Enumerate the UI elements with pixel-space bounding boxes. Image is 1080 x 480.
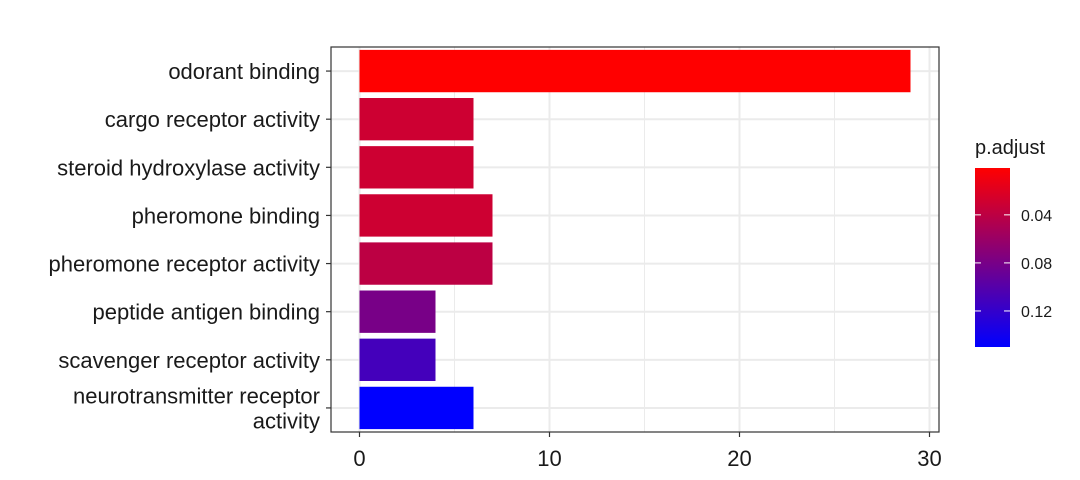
- y-tick-label: cargo receptor activity: [105, 107, 320, 132]
- y-axis: odorant binding cargo receptor activity st…: [49, 59, 331, 433]
- x-tick-label: 20: [727, 446, 751, 471]
- y-tick-label: pheromone receptor activity: [49, 252, 320, 277]
- y-tick-label: scavenger receptor activity: [58, 348, 320, 373]
- bar: [359, 49, 911, 93]
- legend-tick-label: 0.08: [1021, 256, 1052, 273]
- x-tick-label: 30: [917, 446, 941, 471]
- bar: [359, 98, 474, 141]
- bars: [359, 49, 911, 430]
- y-tick-label: activity: [253, 408, 320, 433]
- bar: [359, 242, 493, 285]
- bar: [359, 146, 474, 189]
- y-tick-label: odorant binding: [168, 59, 320, 84]
- bar: [359, 290, 436, 333]
- bar: [359, 194, 493, 237]
- x-axis: 0 10 20 30: [353, 432, 942, 471]
- y-tick-label: neurotransmitter receptor: [73, 383, 320, 408]
- legend-title: p.adjust: [975, 137, 1045, 159]
- y-tick-label: peptide antigen binding: [92, 300, 320, 325]
- bar: [359, 338, 436, 381]
- x-tick-label: 10: [537, 446, 561, 471]
- legend-tick-label: 0.04: [1021, 208, 1052, 225]
- legend: p.adjust 0.04 0.08 0.12: [975, 137, 1052, 347]
- y-tick-label: pheromone binding: [132, 203, 320, 228]
- legend-colorbar: [975, 168, 1010, 347]
- legend-ticks: 0.04 0.08 0.12: [975, 208, 1052, 321]
- x-tick-label: 0: [353, 446, 365, 471]
- bar: [359, 386, 474, 430]
- legend-tick-label: 0.12: [1021, 304, 1052, 321]
- y-tick-label: steroid hydroxylase activity: [57, 155, 320, 180]
- panel-border: [330, 46, 940, 433]
